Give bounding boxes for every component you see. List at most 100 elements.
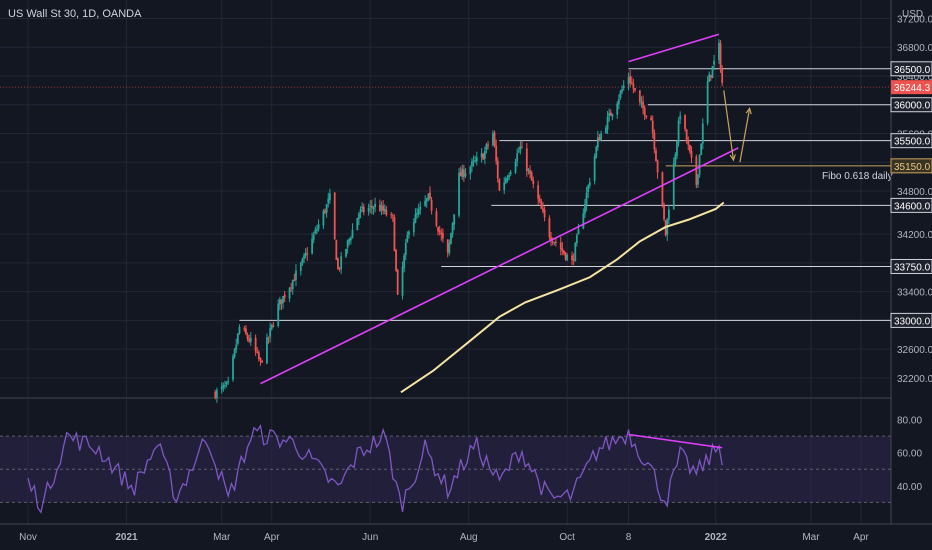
candle-body <box>642 101 644 109</box>
candle-body <box>462 169 465 178</box>
candle-body <box>690 151 693 158</box>
candle-body <box>519 146 522 151</box>
candle-body <box>417 209 420 215</box>
candle-body <box>629 76 632 83</box>
candle-body <box>684 115 686 130</box>
candle-body <box>622 85 625 89</box>
candle-body <box>390 214 393 216</box>
time-tick-label: Jun <box>362 532 378 543</box>
candle-body <box>521 147 523 149</box>
time-tick-label: Apr <box>264 532 280 543</box>
level-badge-label: 36500.0 <box>894 65 931 76</box>
candle-body <box>667 209 670 220</box>
candle-body <box>380 205 383 211</box>
candle-body <box>261 360 263 363</box>
candle-body <box>359 209 362 213</box>
candle-body <box>438 230 441 233</box>
candle-body <box>270 324 273 329</box>
time-tick-label: Nov <box>19 532 37 543</box>
candle-body <box>548 218 551 238</box>
candle-body <box>514 161 517 173</box>
candle-body <box>374 203 376 208</box>
rsi-line <box>27 424 723 514</box>
candle-body <box>214 391 217 399</box>
candle-body <box>508 175 510 178</box>
candle-body <box>475 157 478 162</box>
candle-body <box>532 180 535 184</box>
candle-body <box>483 150 486 159</box>
candle-body <box>406 235 409 243</box>
candle-body <box>437 227 439 232</box>
candle-body <box>249 337 252 342</box>
candle-body <box>383 208 386 212</box>
candle-body <box>337 258 339 270</box>
candle-body <box>632 83 635 89</box>
candle-body <box>525 148 528 172</box>
candle-body <box>301 259 304 264</box>
candle-body <box>446 239 449 253</box>
candle-body <box>232 356 234 380</box>
candle-body <box>700 143 703 156</box>
candle-body <box>412 222 415 233</box>
price-tick-label: 34200.0 <box>897 230 932 241</box>
candle-body <box>493 132 496 146</box>
candle-body <box>679 115 682 120</box>
candle-body <box>278 299 281 305</box>
candle-body <box>235 344 238 350</box>
candle-body <box>516 153 519 162</box>
candle-body <box>346 240 349 248</box>
candle-body <box>471 161 473 167</box>
projection-arrow <box>739 108 751 163</box>
time-tick-label: Apr <box>853 532 869 543</box>
candle-body <box>248 338 251 342</box>
candle-body <box>543 210 546 218</box>
candle-body <box>440 232 443 235</box>
candle-body <box>713 60 715 65</box>
candle-body <box>246 334 249 339</box>
level-badge <box>890 97 932 113</box>
candle-body <box>492 133 494 146</box>
moving-average-line <box>400 201 725 394</box>
candle-body <box>414 214 417 224</box>
time-tick-label: Mar <box>213 532 231 543</box>
candle-body <box>566 255 569 261</box>
candle-body <box>574 243 577 262</box>
projection-arrow-head <box>729 154 736 162</box>
candle-body <box>288 288 291 299</box>
level-badge <box>890 312 932 328</box>
candle-body <box>430 199 433 211</box>
candle-body <box>593 156 596 181</box>
candle-body <box>577 228 580 235</box>
candle-body <box>609 112 612 116</box>
candle-body <box>482 154 485 160</box>
projection-arrow-head <box>745 106 752 115</box>
candle-body <box>464 173 467 176</box>
candle-body <box>348 239 351 242</box>
candle-body <box>538 198 541 202</box>
candle-body <box>257 352 260 360</box>
candle-body <box>295 270 297 280</box>
level-badge <box>890 133 932 149</box>
candle-body <box>588 182 591 186</box>
candle-body <box>530 172 533 181</box>
candle-body <box>372 208 375 210</box>
candle-body <box>503 182 506 190</box>
candle-body <box>238 326 241 334</box>
candle-body <box>496 160 499 179</box>
rsi-pane <box>0 435 891 503</box>
rsi-divergence-line <box>628 433 723 449</box>
candle-body <box>369 205 372 207</box>
candle-body <box>469 166 472 174</box>
candle-body <box>638 90 641 103</box>
candle-body <box>677 120 680 143</box>
candle-body <box>425 198 428 202</box>
time-axis[interactable]: Nov 2021 Mar Apr Jun Aug Oct 8 2022 Mar Apr <box>19 532 869 543</box>
candle-body <box>419 206 422 210</box>
candle-body <box>582 213 585 229</box>
candle-body <box>401 266 404 296</box>
level-badge <box>890 197 932 213</box>
candle-body <box>485 144 488 150</box>
candle-body <box>429 192 431 199</box>
candle-body <box>222 384 225 388</box>
